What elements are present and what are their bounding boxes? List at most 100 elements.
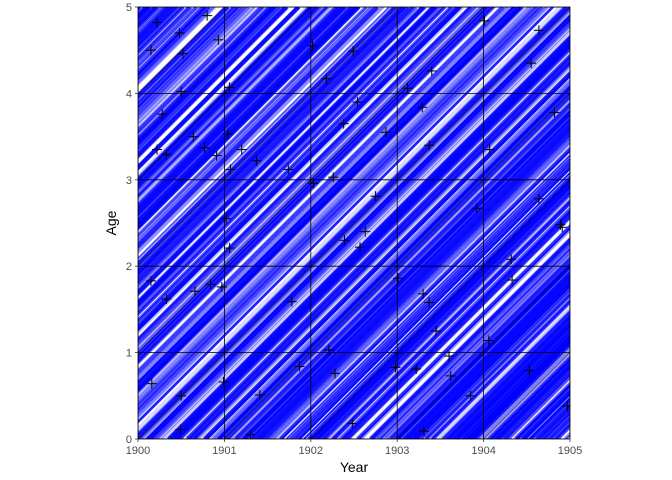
lifeline [138, 7, 355, 226]
lifeline [138, 7, 215, 86]
data-point [426, 65, 437, 76]
lifeline [147, 15, 570, 439]
data-point [329, 368, 340, 379]
data-point [308, 178, 319, 189]
diagonal-gridlines [138, 7, 570, 439]
data-point [225, 164, 236, 175]
lifeline [279, 146, 570, 439]
lifeline [138, 7, 234, 104]
lifeline [397, 265, 570, 439]
data-point [254, 389, 265, 400]
lifeline [138, 7, 510, 381]
data-point [146, 378, 157, 389]
lifeline [406, 273, 570, 439]
x-axis: 1900 1901 1902 1903 1904 1905 [126, 439, 582, 457]
lifeline [394, 262, 570, 439]
lifeline [138, 7, 239, 109]
lifeline [138, 7, 533, 403]
data-point [152, 17, 163, 28]
lifeline [287, 154, 570, 439]
lifeline [278, 146, 570, 439]
y-tick-label: 1 [126, 348, 132, 360]
lifeline [369, 236, 570, 439]
lifeline [138, 7, 515, 385]
lifeline [138, 7, 284, 153]
lifeline [217, 85, 570, 439]
plot-area [138, 7, 570, 439]
data-point [213, 34, 224, 45]
lifeline [198, 66, 570, 439]
lifeline [138, 7, 437, 307]
x-tick-label: 1903 [385, 445, 409, 457]
data-point [479, 15, 490, 26]
lifeline [138, 7, 381, 252]
lifeline [272, 141, 570, 439]
lifeline [431, 298, 570, 439]
data-point [152, 144, 163, 155]
lifeline [413, 280, 570, 439]
lifeline [138, 7, 526, 396]
data-point [323, 345, 334, 356]
lifeline [138, 7, 482, 352]
lifeline [138, 7, 542, 411]
data-point [157, 109, 168, 120]
lifeline [138, 7, 242, 112]
lifeline [138, 7, 570, 439]
data-point [483, 335, 494, 346]
y-axis: 0 1 2 3 4 5 [126, 2, 138, 446]
data-point [424, 297, 435, 308]
lifeline [163, 31, 570, 439]
plot-border [137, 6, 571, 440]
lifeline [380, 248, 570, 439]
lifeline [138, 7, 368, 238]
lifeline [346, 214, 570, 439]
lifeline [149, 17, 570, 439]
lifeline [138, 7, 282, 152]
lifeline [442, 310, 570, 439]
lifeline [493, 361, 570, 439]
data-point [526, 58, 537, 69]
data-point [360, 226, 371, 237]
lifeline [138, 7, 314, 183]
lifeline [138, 7, 440, 310]
data-point [245, 429, 256, 439]
lifeline [138, 7, 319, 189]
lifeline [279, 146, 570, 439]
lifeline [138, 7, 276, 146]
lifeline [138, 7, 346, 217]
lifeline [206, 74, 570, 439]
lifeline [412, 279, 570, 439]
lifeline [138, 7, 465, 335]
lifeline [138, 7, 247, 117]
lifeline [150, 19, 570, 439]
data-point [294, 361, 305, 372]
lifeline [138, 7, 523, 393]
cohort-diagonal [138, 7, 484, 354]
x-tick-label: 1902 [299, 445, 323, 457]
lifeline [376, 243, 570, 439]
lifeline [295, 162, 570, 439]
lifeline [486, 355, 570, 439]
lifeline [138, 7, 323, 193]
lifeline [380, 247, 570, 439]
lifeline [489, 357, 570, 439]
y-axis-title: Age [103, 210, 119, 235]
lifeline [217, 85, 570, 439]
lifeline [138, 7, 474, 344]
gridlines [138, 7, 570, 439]
lifeline [303, 172, 570, 439]
data-point [549, 107, 560, 118]
lifeline [217, 85, 570, 439]
data-point [224, 243, 235, 254]
lifeline [270, 137, 570, 439]
data-point [211, 150, 222, 161]
cohort-diagonal [483, 352, 570, 439]
lifeline [285, 154, 570, 439]
lifeline [213, 80, 570, 439]
lifeline [140, 8, 570, 439]
data-point [355, 242, 366, 253]
lifeline [138, 7, 549, 419]
lifeline [384, 252, 570, 439]
lifeline [138, 7, 426, 296]
lifeline [138, 7, 437, 307]
